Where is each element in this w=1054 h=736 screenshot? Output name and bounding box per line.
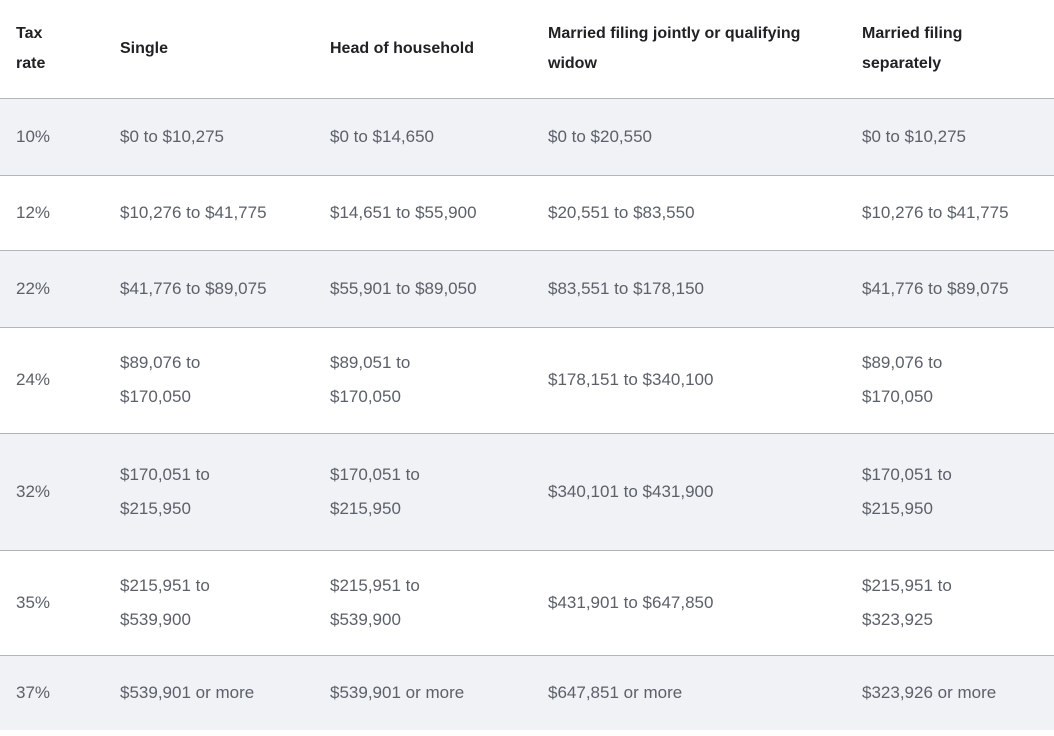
head-of-household-range-cell: $0 to $14,650	[330, 126, 434, 146]
tax-rate-cell: 35%	[16, 592, 51, 612]
table-row-10pct: 10% $0 to $10,275 $0 to $14,650 $0 to $2…	[0, 98, 1054, 175]
married-separately-range-cell: $215,951 to $323,925	[862, 575, 952, 629]
single-range-cell: $41,776 to $89,075	[120, 278, 267, 298]
married-separately-range-cell: $170,051 to $215,950	[862, 464, 952, 518]
tax-rate-cell: 37%	[16, 682, 51, 702]
tax-rate-cell: 24%	[16, 370, 51, 389]
single-range-cell: $170,051 to $215,950	[120, 464, 210, 518]
table-row-37pct: 37% $539,901 or more $539,901 or more $6…	[0, 655, 1054, 730]
married-jointly-range-cell: $0 to $20,550	[548, 126, 652, 146]
column-header-tax-rate: Tax rate	[16, 24, 46, 72]
single-range-cell: $215,951 to $539,900	[120, 575, 210, 629]
married-jointly-range-cell: $178,151 to $340,100	[548, 370, 714, 389]
tax-rate-cell: 32%	[16, 481, 51, 501]
married-jointly-range-cell: $431,901 to $647,850	[548, 592, 714, 612]
head-of-household-range-cell: $14,651 to $55,900	[330, 202, 477, 222]
head-of-household-range-cell: $55,901 to $89,050	[330, 278, 477, 298]
table-row-22pct: 22% $41,776 to $89,075 $55,901 to $89,05…	[0, 250, 1054, 327]
single-range-cell: $89,076 to $170,050	[120, 353, 201, 406]
table-row-35pct: 35% $215,951 to $539,900 $215,951 to $53…	[0, 550, 1054, 655]
table-row-32pct: 32% $170,051 to $215,950 $170,051 to $21…	[0, 433, 1054, 550]
married-jointly-range-cell: $20,551 to $83,550	[548, 202, 695, 222]
head-of-household-range-cell: $170,051 to $215,950	[330, 464, 420, 518]
head-of-household-range-cell: $215,951 to $539,900	[330, 575, 420, 629]
header-row: Tax rate Single Head of household Marrie…	[0, 0, 1054, 98]
tax-rate-cell: 10%	[16, 126, 51, 146]
head-of-household-range-cell: $89,051 to $170,050	[330, 353, 411, 406]
table-body: 10% $0 to $10,275 $0 to $14,650 $0 to $2…	[0, 98, 1054, 730]
table-row-24pct: 24% $89,076 to $170,050 $89,051 to $170,…	[0, 327, 1054, 433]
married-separately-range-cell: $10,276 to $41,775	[862, 202, 1009, 222]
married-separately-range-cell: $89,076 to $170,050	[862, 353, 943, 406]
married-jointly-range-cell: $340,101 to $431,900	[548, 481, 714, 501]
married-separately-range-cell: $41,776 to $89,075	[862, 278, 1009, 298]
column-header-married-filing-separately: Married filing separately	[862, 24, 963, 72]
tax-rate-cell: 22%	[16, 278, 51, 298]
married-separately-range-cell: $323,926 or more	[862, 682, 997, 702]
column-header-single: Single	[120, 39, 169, 57]
table-row-12pct: 12% $10,276 to $41,775 $14,651 to $55,90…	[0, 175, 1054, 250]
head-of-household-range-cell: $539,901 or more	[330, 682, 465, 702]
single-range-cell: $539,901 or more	[120, 682, 255, 702]
married-separately-range-cell: $0 to $10,275	[862, 126, 966, 146]
tax-rate-cell: 12%	[16, 202, 51, 222]
column-header-married-filing-jointly: Married filing jointly or qualifying wid…	[548, 24, 801, 72]
single-range-cell: $0 to $10,275	[120, 126, 224, 146]
table-header: Tax rate Single Head of household Marrie…	[0, 0, 1054, 98]
married-jointly-range-cell: $83,551 to $178,150	[548, 278, 704, 298]
single-range-cell: $10,276 to $41,775	[120, 202, 267, 222]
married-jointly-range-cell: $647,851 or more	[548, 682, 683, 702]
column-header-head-of-household: Head of household	[330, 39, 474, 57]
